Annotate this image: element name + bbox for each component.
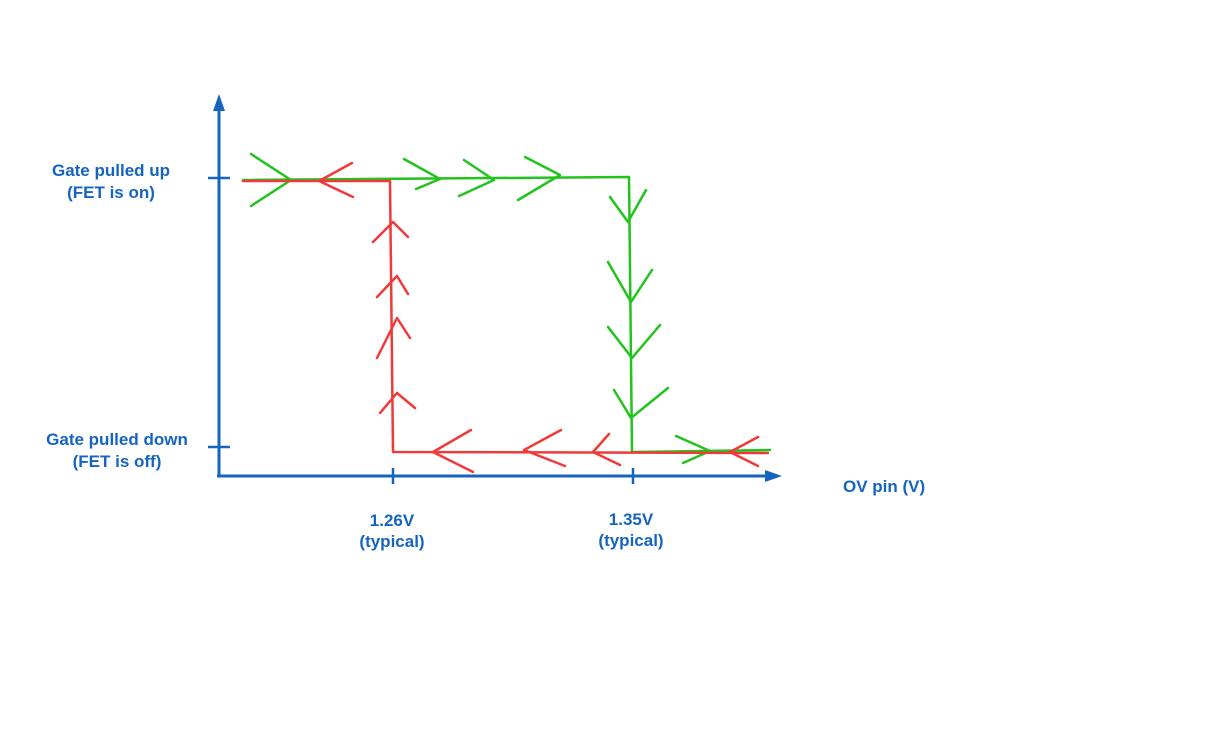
falling-path (241, 161, 770, 474)
y-low-label-line2: (FET is off) (73, 452, 162, 471)
falling-arrow-bottom-4 (431, 428, 475, 474)
falling-arrow-up-4 (378, 391, 417, 415)
falling-path-line (241, 179, 770, 455)
falling-arrow-up-2 (375, 274, 410, 299)
falling-arrow-up-3 (375, 316, 412, 360)
rising-arrow-down-2 (606, 260, 654, 304)
x-axis-arrowhead (765, 470, 782, 482)
falling-arrow-top-1 (317, 161, 355, 199)
rising-arrow-top-4 (516, 155, 562, 202)
rising-path-line (241, 175, 772, 454)
y-axis-arrowhead (213, 94, 225, 111)
x-tick-1-note: (typical) (359, 532, 424, 551)
y-high-label-line2: (FET is on) (67, 183, 155, 202)
axes (217, 104, 770, 478)
rising-arrow-top-2 (402, 157, 442, 191)
x-tick-2-value: 1.35V (609, 510, 654, 529)
falling-arrow-bottom-3 (522, 428, 567, 468)
y-low-label-line1: Gate pulled down (46, 430, 188, 449)
x-tick-1-value: 1.26V (370, 511, 415, 530)
rising-arrow-top-3 (457, 158, 496, 198)
falling-arrow-bottom-1 (728, 435, 760, 468)
rising-arrow-down-3 (606, 323, 662, 360)
y-high-label-line1: Gate pulled up (52, 161, 170, 180)
x-axis-label: OV pin (V) (843, 477, 925, 496)
rising-path (241, 152, 772, 465)
rising-arrow-bottom-1 (674, 434, 712, 465)
falling-arrow-up-1 (371, 220, 410, 244)
falling-arrow-bottom-2 (591, 432, 622, 467)
rising-arrow-down-1 (608, 188, 648, 224)
rising-arrow-down-4 (612, 386, 670, 420)
x-tick-2-note: (typical) (598, 531, 663, 550)
